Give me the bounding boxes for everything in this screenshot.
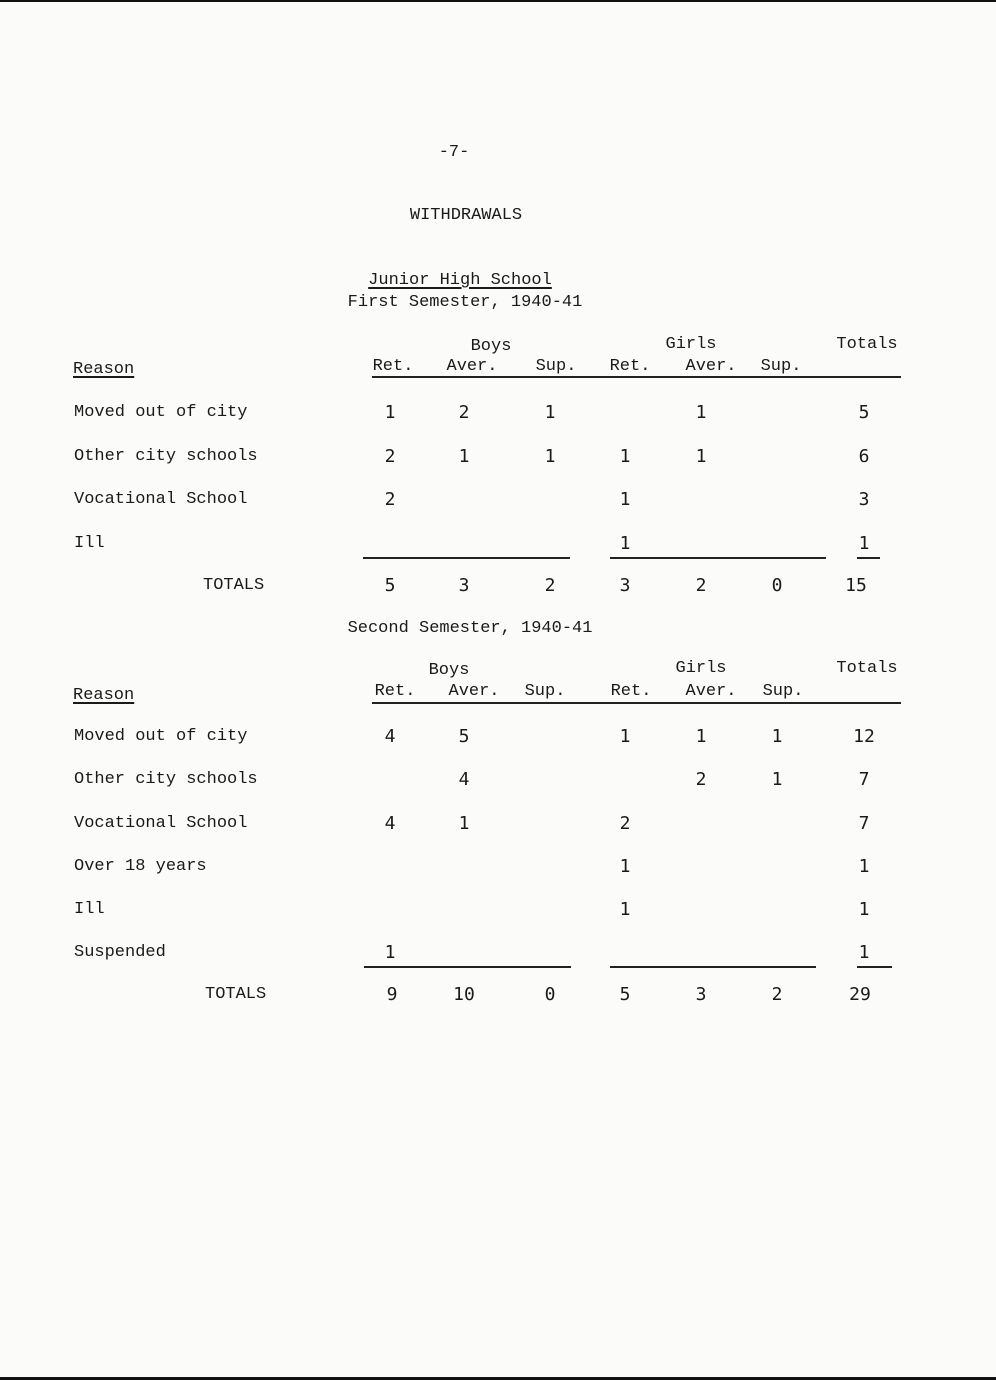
table-cell: 4 bbox=[384, 813, 396, 834]
table-cell: 5 bbox=[458, 726, 470, 747]
row-reason: Other city schools bbox=[74, 770, 258, 789]
table-cell: 2 bbox=[384, 489, 396, 510]
table-cell: 1 bbox=[619, 489, 631, 510]
table-cell: 1 bbox=[458, 813, 470, 834]
table-cell: 1 bbox=[695, 446, 707, 467]
row-total: 7 bbox=[858, 769, 870, 790]
table-cell: 1 bbox=[695, 402, 707, 423]
table-cell: 1 bbox=[771, 726, 783, 747]
row-total: 5 bbox=[858, 402, 870, 423]
column-header: Aver. bbox=[685, 682, 737, 701]
semester-subtitle: Second Semester, 1940-41 bbox=[347, 619, 593, 638]
subtotal-rule bbox=[364, 966, 571, 968]
table-cell: 4 bbox=[458, 769, 470, 790]
row-reason: Other city schools bbox=[74, 447, 258, 466]
row-total: 6 bbox=[858, 446, 870, 467]
table-cell: 1 bbox=[384, 942, 396, 963]
row-total: 1 bbox=[858, 899, 870, 920]
table-cell: 1 bbox=[619, 899, 631, 920]
column-header: Sup. bbox=[760, 357, 802, 376]
row-total: 1 bbox=[858, 856, 870, 877]
row-reason: Suspended bbox=[74, 943, 166, 962]
row-reason: Ill bbox=[74, 900, 105, 919]
column-header: Sup. bbox=[535, 357, 577, 376]
column-total: 2 bbox=[771, 984, 783, 1005]
table-cell: 1 bbox=[458, 446, 470, 467]
column-header: Ret. bbox=[374, 682, 416, 701]
subtotal-rule bbox=[610, 966, 816, 968]
column-header: Ret. bbox=[609, 357, 651, 376]
column-total: 9 bbox=[386, 984, 398, 1005]
group-header-girls: Girls bbox=[675, 659, 727, 678]
column-total: 3 bbox=[458, 575, 470, 596]
page-title: WITHDRAWALS bbox=[409, 206, 523, 225]
column-total: 5 bbox=[384, 575, 396, 596]
reason-column-header: Reason bbox=[73, 360, 135, 379]
table-cell: 1 bbox=[544, 402, 556, 423]
subtotal-rule bbox=[857, 966, 892, 968]
column-header: Ret. bbox=[372, 357, 414, 376]
grand-total: 15 bbox=[845, 575, 867, 596]
table-cell: 1 bbox=[619, 726, 631, 747]
column-total: 0 bbox=[544, 984, 556, 1005]
group-header-totals: Totals bbox=[836, 335, 898, 354]
table-cell: 2 bbox=[384, 446, 396, 467]
column-header: Sup. bbox=[524, 682, 566, 701]
table-cell: 2 bbox=[619, 813, 631, 834]
column-total: 2 bbox=[544, 575, 556, 596]
row-reason: Ill bbox=[74, 534, 105, 553]
header-rule bbox=[372, 376, 901, 378]
row-total: 1 bbox=[858, 942, 870, 963]
group-header-boys: Boys bbox=[428, 661, 470, 680]
grand-total: 29 bbox=[849, 984, 871, 1005]
totals-label: TOTALS bbox=[203, 576, 265, 595]
totals-label: TOTALS bbox=[205, 985, 267, 1004]
column-total: 10 bbox=[453, 984, 475, 1005]
column-total: 3 bbox=[695, 984, 707, 1005]
subtotal-rule bbox=[363, 557, 570, 559]
column-header: Sup. bbox=[762, 682, 804, 701]
column-header: Aver. bbox=[446, 357, 498, 376]
row-total: 1 bbox=[858, 533, 870, 554]
reason-column-header: Reason bbox=[73, 686, 135, 705]
subtotal-rule bbox=[610, 557, 826, 559]
table-cell: 1 bbox=[384, 402, 396, 423]
group-header-girls: Girls bbox=[665, 335, 717, 354]
column-header: Aver. bbox=[448, 682, 500, 701]
semester-subtitle: First Semester, 1940-41 bbox=[347, 293, 583, 312]
subtotal-rule bbox=[857, 557, 880, 559]
table-cell: 4 bbox=[384, 726, 396, 747]
row-reason: Vocational School bbox=[74, 490, 248, 509]
row-reason: Vocational School bbox=[74, 814, 248, 833]
table-cell: 1 bbox=[544, 446, 556, 467]
table-cell: 1 bbox=[771, 769, 783, 790]
scan-border-bottom bbox=[0, 1377, 996, 1380]
column-header: Aver. bbox=[685, 357, 737, 376]
page-number: -7- bbox=[438, 143, 470, 162]
table-cell: 2 bbox=[458, 402, 470, 423]
row-total: 12 bbox=[853, 726, 875, 747]
header-rule bbox=[372, 702, 901, 704]
row-reason: Over 18 years bbox=[74, 857, 207, 876]
column-total: 2 bbox=[695, 575, 707, 596]
row-total: 3 bbox=[858, 489, 870, 510]
column-total: 5 bbox=[619, 984, 631, 1005]
column-header: Ret. bbox=[610, 682, 652, 701]
table-cell: 1 bbox=[619, 533, 631, 554]
table-cell: 1 bbox=[695, 726, 707, 747]
scan-border-top bbox=[0, 0, 996, 2]
group-header-boys: Boys bbox=[470, 337, 512, 356]
column-total: 0 bbox=[771, 575, 783, 596]
row-total: 7 bbox=[858, 813, 870, 834]
column-total: 3 bbox=[619, 575, 631, 596]
school-heading: Junior High School bbox=[368, 271, 552, 290]
row-reason: Moved out of city bbox=[74, 727, 248, 746]
table-cell: 1 bbox=[619, 856, 631, 877]
table-cell: 2 bbox=[695, 769, 707, 790]
group-header-totals: Totals bbox=[836, 659, 898, 678]
row-reason: Moved out of city bbox=[74, 403, 248, 422]
table-cell: 1 bbox=[619, 446, 631, 467]
